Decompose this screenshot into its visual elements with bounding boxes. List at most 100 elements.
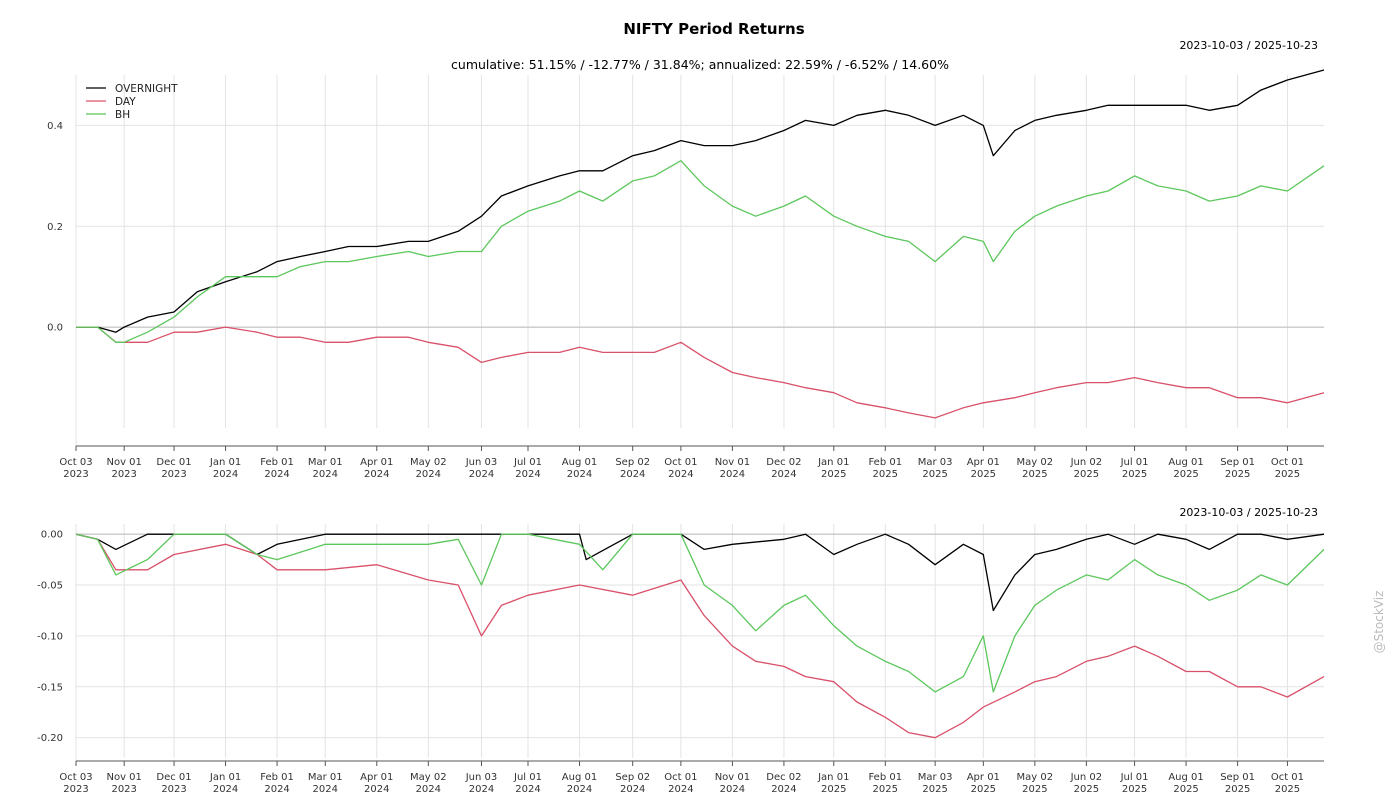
bottom-date-range: 2023-10-03 / 2025-10-23 — [1179, 506, 1318, 519]
bottom-y-tick-label: -0.15 — [37, 682, 63, 693]
top-y-axis: 0.0 0.2 0.4 — [47, 121, 63, 334]
bottom-x-tick-label: Apr 01 — [360, 772, 393, 783]
top-y-tick-label: 0.2 — [47, 222, 63, 233]
top-x-tick-label: May 02 — [410, 457, 447, 468]
bottom-x-tick-year: 2024 — [213, 784, 238, 795]
top-y-tick-label: 0.0 — [47, 323, 63, 334]
legend-label-bh: BH — [115, 109, 130, 121]
top-x-tick-year: 2025 — [873, 469, 898, 480]
top-x-tick-year: 2024 — [469, 469, 494, 480]
bottom-x-tick-year: 2024 — [515, 784, 540, 795]
top-x-tick-year: 2024 — [567, 469, 592, 480]
top-series-lines — [76, 69, 1325, 419]
top-x-tick-year: 2023 — [161, 469, 186, 480]
bottom-x-tick-year: 2025 — [1225, 784, 1250, 795]
bottom-x-tick-year: 2024 — [416, 784, 441, 795]
bottom-x-tick-label: Nov 01 — [106, 772, 141, 783]
bottom-x-tick-year: 2023 — [161, 784, 186, 795]
top-x-tick-label: Aug 01 — [562, 457, 597, 468]
top-x-tick-year: 2025 — [1173, 469, 1198, 480]
legend: OVERNIGHT DAY BH — [86, 83, 178, 121]
bottom-x-tick-year: 2025 — [821, 784, 846, 795]
top-x-tick-year: 2024 — [416, 469, 441, 480]
top-x-tick-year: 2024 — [264, 469, 289, 480]
top-x-tick-label: Jul 01 — [513, 457, 542, 468]
bottom-x-tick-label: Sep 01 — [1220, 772, 1255, 783]
bottom-x-tick-year: 2024 — [264, 784, 289, 795]
top-x-tick-year: 2023 — [111, 469, 136, 480]
top-x-tick-label: Sep 02 — [615, 457, 650, 468]
chart-subtitle: cumulative: 51.15% / -12.77% / 31.84%; a… — [451, 57, 949, 72]
bottom-x-tick-year: 2024 — [364, 784, 389, 795]
top-x-tick-label: Jun 02 — [1070, 457, 1103, 468]
bottom-y-tick-label: 0.00 — [41, 530, 63, 541]
bottom-x-tick-label: Apr 01 — [967, 772, 1000, 783]
bottom-x-tick-year: 2024 — [469, 784, 494, 795]
top-x-tick-label: Jul 01 — [1120, 457, 1149, 468]
top-x-tick-year: 2025 — [1122, 469, 1147, 480]
top-x-tick-year: 2024 — [364, 469, 389, 480]
bottom-x-tick-label: Jul 01 — [513, 772, 542, 783]
bottom-y-tick-label: -0.05 — [37, 581, 63, 592]
top-x-tick-year: 2024 — [515, 469, 540, 480]
top-x-tick-year: 2024 — [771, 469, 796, 480]
top-grid — [75, 75, 1324, 446]
top-x-tick-label: Dec 01 — [156, 457, 191, 468]
legend-label-day: DAY — [115, 96, 136, 108]
bottom-x-tick-label: Mar 01 — [308, 772, 343, 783]
bottom-x-tick-label: Sep 02 — [615, 772, 650, 783]
top-x-tick-label: Dec 02 — [766, 457, 801, 468]
top-y-tick-label: 0.4 — [47, 121, 63, 132]
bottom-y-tick-label: -0.20 — [37, 733, 63, 744]
bottom-x-tick-label: May 02 — [410, 772, 447, 783]
bottom-x-tick-label: Oct 01 — [664, 772, 697, 783]
chart-title: NIFTY Period Returns — [623, 20, 804, 38]
bottom-x-tick-year: 2024 — [567, 784, 592, 795]
top-x-tick-year: 2025 — [971, 469, 996, 480]
bottom-x-tick-year: 2025 — [922, 784, 947, 795]
bottom-x-tick-label: Aug 01 — [562, 772, 597, 783]
bottom-x-tick-year: 2025 — [971, 784, 996, 795]
bottom-y-tick-label: -0.10 — [37, 631, 63, 642]
top-x-tick-year: 2024 — [668, 469, 693, 480]
top-x-tick-year: 2025 — [922, 469, 947, 480]
bottom-line-overnight — [75, 533, 1325, 612]
top-x-tick-year: 2025 — [1275, 469, 1300, 480]
bottom-x-tick-year: 2025 — [1275, 784, 1300, 795]
bottom-x-tick-label: Mar 03 — [918, 772, 953, 783]
bottom-x-tick-label: Jun 02 — [1070, 772, 1103, 783]
top-x-tick-year: 2024 — [720, 469, 745, 480]
top-x-tick-label: Jan 01 — [209, 457, 241, 468]
top-x-tick-year: 2024 — [620, 469, 645, 480]
top-x-tick-label: Nov 01 — [106, 457, 141, 468]
top-x-tick-label: Oct 03 — [59, 457, 92, 468]
bottom-x-tick-year: 2024 — [313, 784, 338, 795]
bottom-x-tick-year: 2024 — [668, 784, 693, 795]
bottom-x-tick-label: Feb 01 — [868, 772, 902, 783]
top-x-tick-year: 2025 — [1022, 469, 1047, 480]
bottom-x-tick-label: Feb 01 — [260, 772, 294, 783]
bottom-x-tick-label: Oct 03 — [59, 772, 92, 783]
top-date-range: 2023-10-03 / 2025-10-23 — [1179, 39, 1318, 52]
bottom-x-tick-label: Jan 01 — [209, 772, 241, 783]
top-x-tick-label: Nov 01 — [715, 457, 750, 468]
top-x-tick-label: Sep 01 — [1220, 457, 1255, 468]
bottom-grid — [75, 524, 1324, 761]
top-x-tick-label: Aug 01 — [1168, 457, 1203, 468]
bottom-series-lines — [75, 533, 1325, 739]
bottom-line-bh — [75, 533, 1325, 693]
bottom-x-tick-label: Oct 01 — [1271, 772, 1304, 783]
bottom-x-tick-year: 2024 — [771, 784, 796, 795]
bottom-x-tick-label: Dec 02 — [766, 772, 801, 783]
top-x-tick-year: 2025 — [821, 469, 846, 480]
bottom-x-tick-year: 2025 — [1122, 784, 1147, 795]
bottom-x-tick-year: 2025 — [1022, 784, 1047, 795]
top-x-tick-label: May 02 — [1017, 457, 1054, 468]
bottom-x-tick-year: 2024 — [720, 784, 745, 795]
top-x-tick-label: Feb 01 — [260, 457, 294, 468]
top-x-tick-year: 2025 — [1225, 469, 1250, 480]
top-x-tick-label: Jun 03 — [465, 457, 498, 468]
